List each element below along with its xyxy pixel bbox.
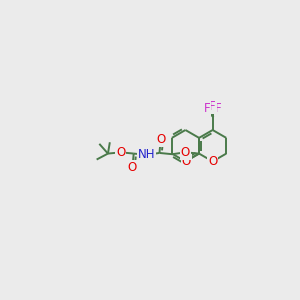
Text: O: O [156, 133, 165, 146]
Text: NH: NH [138, 148, 155, 161]
Text: F: F [215, 102, 222, 115]
Text: O: O [182, 154, 191, 167]
Text: O: O [128, 161, 137, 174]
Text: O: O [181, 146, 190, 159]
Text: F: F [209, 100, 216, 113]
Text: O: O [116, 146, 125, 159]
Text: O: O [208, 155, 217, 168]
Text: F: F [204, 102, 210, 115]
